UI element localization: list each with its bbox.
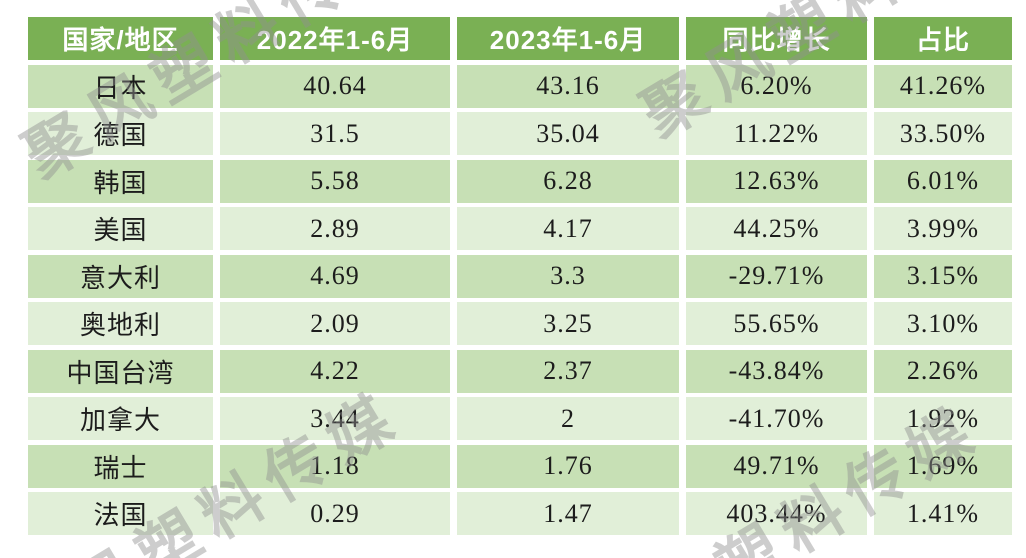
cell-share: 2.26%	[874, 349, 1012, 393]
cell-share: 41.26%	[874, 64, 1012, 108]
cell-2022: 1.18	[220, 444, 450, 488]
cell-share: 6.01%	[874, 159, 1012, 203]
cell-country: 意大利	[28, 254, 213, 298]
cell-2023: 2	[457, 397, 679, 440]
col-header-2022: 2022年1-6月	[220, 17, 450, 60]
import-export-table: 国家/地区 2022年1-6月 2023年1-6月 同比增长 占比 日本 40.…	[28, 17, 1012, 535]
cell-growth: 44.25%	[686, 207, 867, 250]
cell-growth: 49.71%	[686, 444, 867, 488]
cell-2022: 2.09	[220, 302, 450, 345]
cell-2023: 3.3	[457, 254, 679, 298]
cell-share: 1.92%	[874, 397, 1012, 440]
cell-2023: 35.04	[457, 112, 679, 155]
cell-growth: -41.70%	[686, 397, 867, 440]
cell-2023: 6.28	[457, 159, 679, 203]
cell-country: 日本	[28, 64, 213, 108]
cell-share: 1.69%	[874, 444, 1012, 488]
cell-country: 奥地利	[28, 302, 213, 345]
col-header-yoy-growth: 同比增长	[686, 17, 867, 60]
cell-2023: 2.37	[457, 349, 679, 393]
cell-country: 韩国	[28, 159, 213, 203]
cell-2022: 3.44	[220, 397, 450, 440]
cell-country: 中国台湾	[28, 349, 213, 393]
cell-growth: 403.44%	[686, 492, 867, 535]
cell-2022: 40.64	[220, 64, 450, 108]
cell-2022: 31.5	[220, 112, 450, 155]
cell-share: 33.50%	[874, 112, 1012, 155]
cell-share: 3.99%	[874, 207, 1012, 250]
col-header-2023: 2023年1-6月	[457, 17, 679, 60]
cell-share: 3.15%	[874, 254, 1012, 298]
cell-2023: 1.47	[457, 492, 679, 535]
cell-growth: 55.65%	[686, 302, 867, 345]
col-header-share: 占比	[874, 17, 1012, 60]
cell-2022: 4.69	[220, 254, 450, 298]
cell-share: 3.10%	[874, 302, 1012, 345]
cell-2023: 43.16	[457, 64, 679, 108]
cell-2023: 3.25	[457, 302, 679, 345]
cell-share: 1.41%	[874, 492, 1012, 535]
cell-growth: 6.20%	[686, 64, 867, 108]
cell-country: 加拿大	[28, 397, 213, 440]
cell-country: 法国	[28, 492, 213, 535]
cell-2023: 1.76	[457, 444, 679, 488]
cell-2023: 4.17	[457, 207, 679, 250]
cell-country: 德国	[28, 112, 213, 155]
col-header-country: 国家/地区	[28, 17, 213, 60]
cell-country: 瑞士	[28, 444, 213, 488]
cell-growth: -29.71%	[686, 254, 867, 298]
cell-country: 美国	[28, 207, 213, 250]
cell-2022: 4.22	[220, 349, 450, 393]
cell-growth: -43.84%	[686, 349, 867, 393]
cell-growth: 11.22%	[686, 112, 867, 155]
cell-2022: 2.89	[220, 207, 450, 250]
cell-2022: 0.29	[220, 492, 450, 535]
cell-growth: 12.63%	[686, 159, 867, 203]
cell-2022: 5.58	[220, 159, 450, 203]
